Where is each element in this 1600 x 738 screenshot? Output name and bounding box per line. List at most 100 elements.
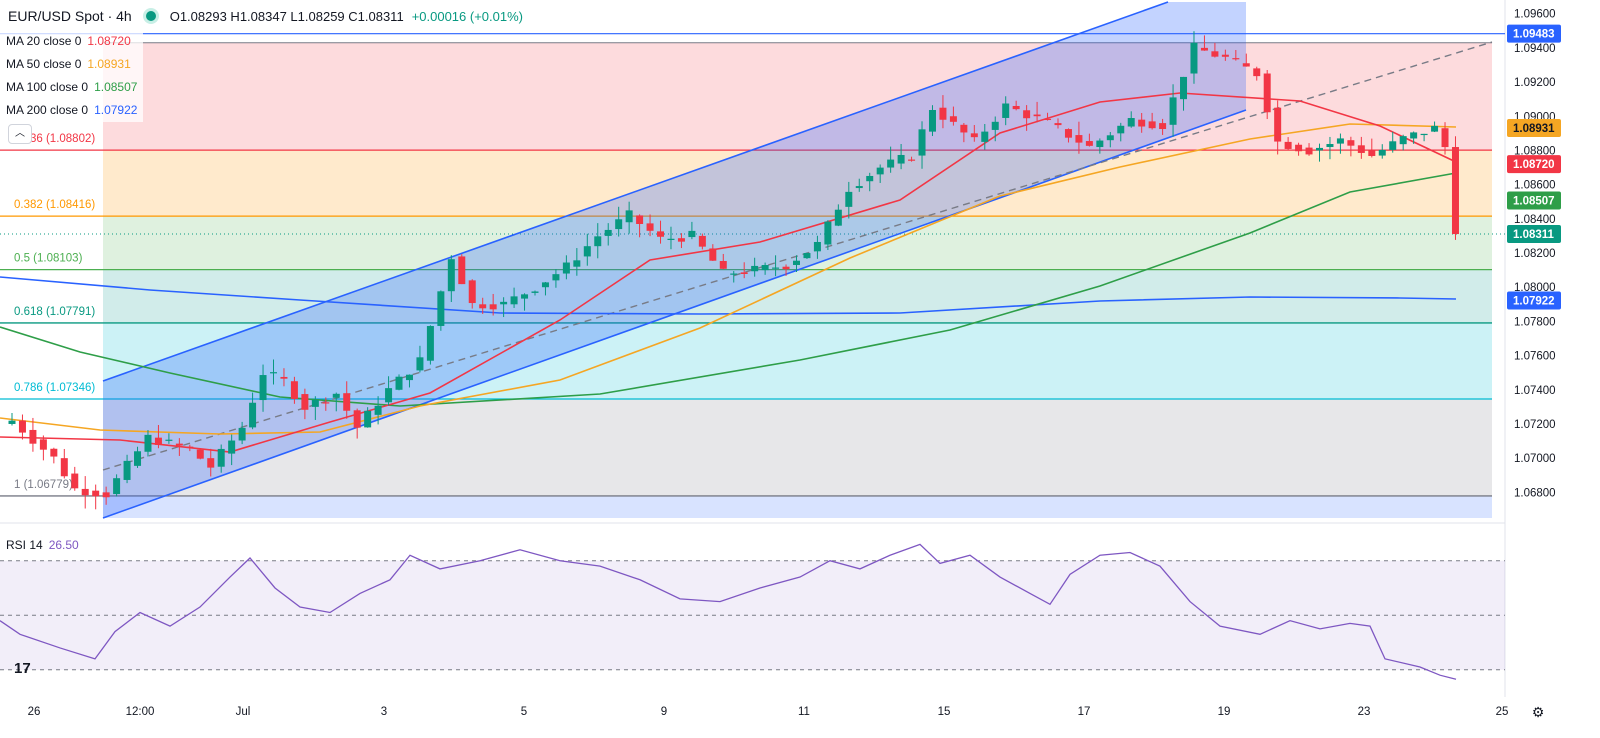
candle-body (479, 304, 487, 309)
time-tick-label: 23 (1358, 706, 1371, 718)
candle-body (1410, 132, 1418, 139)
price-label-tag (1507, 119, 1561, 138)
price-tick-label: 1.08600 (1514, 180, 1556, 192)
time-tick-label: 26 (28, 706, 41, 718)
candle-body (1389, 141, 1397, 150)
candle-body (887, 159, 895, 168)
collapse-legend-button[interactable]: ︿ (8, 124, 32, 144)
candle-body (928, 109, 936, 132)
time-tick-label: 15 (938, 706, 951, 718)
candle-body (186, 446, 194, 449)
candle-body (594, 236, 602, 247)
candle-body (1441, 128, 1449, 148)
change-readout: +0.00016 (+0.01%) (411, 8, 523, 24)
candle-body (322, 402, 330, 404)
candle-body (824, 221, 832, 245)
candle-body (562, 262, 570, 274)
candle-body (1064, 129, 1072, 138)
price-label-text: 1.08720 (1513, 159, 1555, 171)
candle-body (238, 427, 246, 441)
candle-body (772, 267, 780, 269)
channel-upper (102, 1, 1169, 382)
candle-body (1044, 118, 1052, 121)
rsi-legend[interactable]: RSI 14 26.50 (6, 538, 79, 552)
candle-body (280, 376, 288, 379)
time-tick-label: 25 (1496, 706, 1509, 718)
candle-body (1075, 135, 1083, 143)
candle-body (876, 167, 884, 175)
legend-ma200[interactable]: MA 200 close 0 1.07922 (0, 99, 144, 122)
candle-body (625, 210, 633, 223)
candle-body (1357, 145, 1365, 153)
candle-body (991, 121, 999, 130)
candle-body (855, 186, 863, 189)
price-label-tag (1507, 155, 1561, 174)
settings-gear-icon[interactable]: ⚙ (1531, 704, 1545, 720)
candle-body (813, 241, 821, 252)
candle-body (510, 296, 518, 305)
candle-body (144, 434, 152, 452)
fib-label: 0.236 (1.08802) (14, 133, 95, 145)
candle-body (981, 131, 989, 142)
candle-body (834, 209, 842, 226)
candle-body (793, 260, 800, 265)
candle-body (1232, 58, 1240, 60)
legend-ma100[interactable]: MA 100 close 0 1.08507 (0, 76, 144, 99)
candle-body (385, 388, 393, 403)
candle-body (500, 301, 508, 305)
fib-label: 0.382 (1.08416) (14, 199, 95, 211)
candle-body (1054, 123, 1062, 126)
fib-label: 1 (1.06779) (14, 479, 73, 491)
candle-body (521, 294, 529, 299)
candle-body (29, 429, 37, 444)
candle-body (437, 291, 445, 326)
candle-body (1106, 135, 1114, 141)
legend-ma20[interactable]: MA 20 close 0 1.08720 (0, 30, 144, 53)
candle-body (364, 410, 372, 428)
fib-zone (103, 495, 1492, 518)
candle-body (405, 374, 413, 381)
candles (8, 31, 1459, 510)
candle-body (688, 230, 696, 238)
candle-body (845, 191, 853, 207)
candle-body (123, 460, 131, 480)
candle-body (1096, 140, 1104, 148)
candle-body (207, 458, 215, 468)
candle-body (1221, 54, 1229, 57)
fib-zone (103, 42, 1492, 151)
candle-body (1399, 136, 1407, 145)
candle-body (39, 439, 47, 450)
legend-ma50[interactable]: MA 50 close 0 1.08931 (0, 53, 144, 76)
candle-body (1336, 138, 1344, 144)
price-label-text: 1.07922 (1513, 296, 1555, 308)
symbol-title[interactable]: EUR/USD Spot · 4h (8, 8, 132, 24)
candle-body (949, 116, 957, 122)
price-label-text: 1.08931 (1513, 123, 1555, 135)
candle-body (908, 159, 916, 161)
fib-zone (103, 399, 1492, 496)
candle-body (1169, 97, 1177, 125)
fib-zone (103, 150, 1492, 217)
chart-header: EUR/USD Spot · 4h O1.08293 H1.08347 L1.0… (8, 8, 523, 24)
candle-body (1368, 150, 1376, 156)
candle-body (290, 381, 298, 399)
indicator-legend: MA 20 close 0 1.08720 MA 50 close 0 1.0893… (0, 30, 144, 122)
candle-body (1242, 63, 1250, 67)
time-tick-label: 11 (798, 706, 810, 718)
tradingview-logo-icon: 17 (14, 660, 31, 677)
candle-body (60, 458, 68, 477)
candle-body (573, 260, 581, 267)
candle-body (719, 260, 727, 269)
candle-body (489, 304, 497, 310)
rsi-line (0, 543, 1457, 680)
fib-zone (103, 216, 1492, 270)
candle-body (1033, 114, 1041, 117)
price-tick-label: 1.06800 (1514, 487, 1556, 499)
candle-body (1347, 140, 1355, 146)
time-tick-label: Jul (236, 706, 251, 718)
candle-body (134, 451, 142, 466)
candle-body (343, 393, 351, 411)
price-label-text: 1.09483 (1513, 29, 1555, 41)
candle-body (1274, 107, 1282, 142)
